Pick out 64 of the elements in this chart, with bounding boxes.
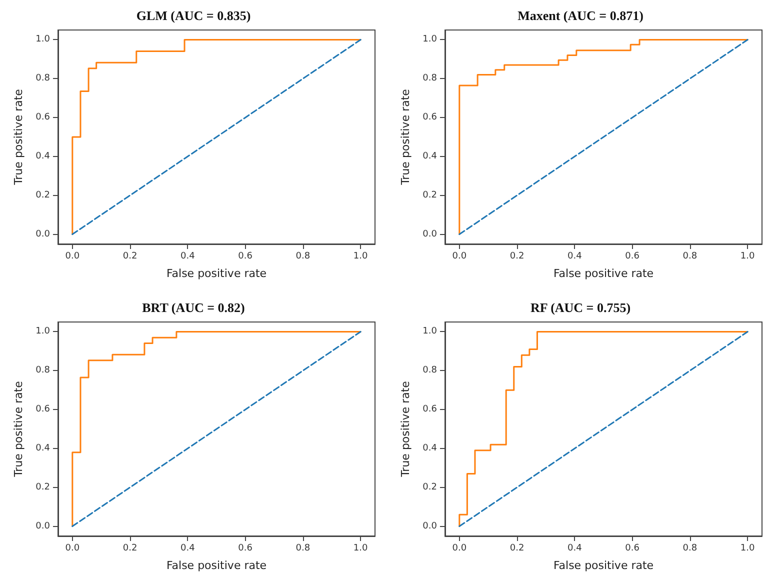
y-tick-label: 0.8	[422, 74, 438, 84]
chart-title: GLM (AUC = 0.835)	[136, 8, 251, 23]
y-tick-label: 0.6	[422, 404, 438, 415]
y-tick-label: 0.8	[36, 74, 50, 84]
y-tick-label: 0.0	[422, 521, 438, 532]
y-tick-label: 1.0	[36, 326, 50, 337]
x-tick-label: 0.8	[296, 252, 310, 262]
y-tick-label: 1.0	[422, 326, 438, 337]
x-tick-label: 1.0	[740, 252, 756, 262]
x-axis-title: False positive rate	[166, 559, 267, 572]
y-tick-label: 0.4	[36, 151, 50, 162]
x-tick-label: 0.4	[180, 252, 196, 262]
chart-title: Maxent (AUC = 0.871)	[518, 8, 644, 23]
y-tick-label: 0.6	[422, 112, 438, 123]
x-tick-label: 0.4	[180, 544, 196, 554]
x-tick-label: 0.4	[568, 252, 582, 262]
x-tick-label: 0.2	[510, 252, 524, 262]
x-tick-label: 0.2	[510, 544, 524, 554]
y-tick-label: 0.4	[422, 151, 438, 162]
y-axis-title: True positive rate	[399, 380, 412, 478]
y-tick-label: 0.6	[36, 112, 50, 123]
y-tick-label: 1.0	[36, 34, 50, 45]
line-series	[458, 330, 748, 528]
chart-title: RF (AUC = 0.755)	[530, 300, 631, 315]
x-tick-label: 0.0	[65, 252, 80, 262]
x-tick-label: 0.4	[568, 544, 582, 554]
x-tick-label: 1.0	[353, 544, 368, 554]
y-tick-label: 0.2	[422, 190, 437, 200]
y-axis-title: True positive rate	[12, 380, 25, 478]
x-axis-title: False positive rate	[553, 559, 654, 572]
x-tick-label: 0.0	[452, 252, 467, 262]
y-tick-label: 0.0	[36, 521, 50, 532]
y-tick-label: 0.2	[36, 190, 50, 200]
x-tick-label: 0.8	[682, 252, 698, 262]
x-tick-label: 1.0	[740, 544, 756, 554]
x-tick-label: 0.8	[682, 544, 698, 554]
y-tick-label: 0.4	[422, 443, 438, 454]
line-series	[458, 38, 748, 236]
line-series	[72, 38, 362, 236]
x-tick-label: 0.6	[238, 252, 253, 262]
y-tick-label: 0.0	[422, 229, 438, 240]
x-tick-label: 0.2	[122, 252, 138, 262]
y-axis-title: True positive rate	[12, 88, 25, 186]
x-tick-label: 0.2	[122, 544, 138, 554]
y-tick-label: 0.0	[36, 229, 50, 240]
x-axis-title: False positive rate	[553, 267, 654, 280]
line-series	[72, 330, 362, 528]
y-axis-title: True positive rate	[399, 88, 412, 186]
y-tick-label: 0.2	[36, 482, 50, 492]
y-tick-label: 0.4	[36, 443, 50, 454]
y-tick-label: 0.6	[36, 404, 50, 415]
x-tick-label: 1.0	[353, 252, 368, 262]
x-tick-label: 0.0	[65, 544, 80, 554]
y-tick-label: 0.2	[422, 482, 437, 492]
x-axis-title: False positive rate	[166, 267, 267, 280]
x-tick-label: 0.6	[625, 252, 640, 262]
x-tick-label: 0.0	[452, 544, 467, 554]
y-tick-label: 1.0	[422, 34, 438, 45]
y-tick-label: 0.8	[36, 366, 50, 376]
x-tick-label: 0.6	[625, 544, 640, 554]
y-tick-label: 0.8	[422, 366, 438, 376]
x-tick-label: 0.6	[238, 544, 253, 554]
x-tick-label: 0.8	[296, 544, 310, 554]
chart-title: BRT (AUC = 0.82)	[142, 300, 245, 315]
